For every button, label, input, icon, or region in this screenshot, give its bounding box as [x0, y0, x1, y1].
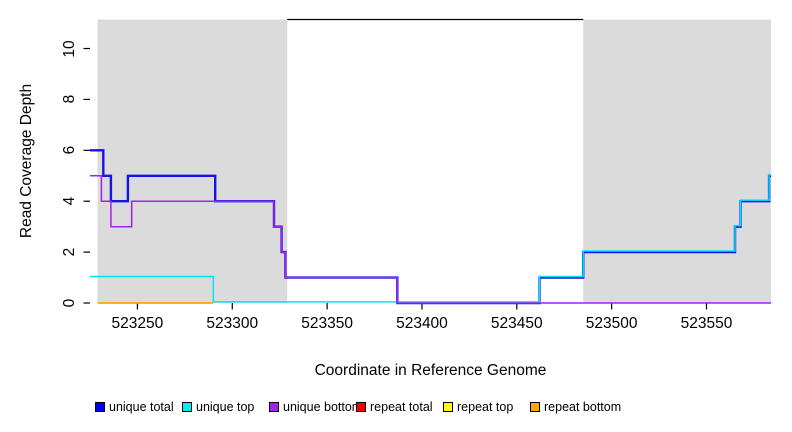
legend-label: unique top — [196, 400, 255, 414]
x-tick-label: 523550 — [680, 315, 733, 332]
legend-label: repeat bottom — [544, 400, 622, 414]
y-tick-label: 6 — [61, 145, 78, 155]
legend-swatch-icon — [356, 402, 366, 412]
legend-swatch-icon — [95, 402, 105, 412]
y-tick-label: 8 — [61, 95, 78, 104]
x-tick-label: 523500 — [585, 315, 638, 332]
y-tick-label: 2 — [61, 247, 78, 257]
y-tick-label: 10 — [61, 39, 78, 58]
x-tick-label: 523400 — [396, 315, 448, 332]
series-unique-top — [90, 173, 771, 303]
series-unique-bottom — [90, 175, 771, 304]
x-tick-label: 523350 — [301, 315, 353, 332]
legend-label: repeat total — [370, 400, 433, 414]
legend-label: unique total — [109, 400, 174, 414]
legend-label: repeat top — [457, 400, 514, 414]
y-axis-title: Read Coverage Depth — [18, 83, 35, 239]
x-tick-label: 523450 — [490, 315, 543, 332]
x-axis-title: Coordinate in Reference Genome — [314, 362, 547, 379]
left-shaded-region — [97, 19, 288, 303]
x-tick-label: 523250 — [111, 315, 164, 332]
legend-swatch-icon — [269, 402, 279, 412]
legend-label: unique bottom — [283, 400, 363, 414]
right-shaded-region — [583, 19, 771, 303]
y-tick-label: 0 — [61, 298, 78, 308]
plot-legend: unique total unique top unique bottom repea… — [0, 399, 792, 415]
y-tick-label: 4 — [61, 196, 78, 206]
legend-swatch-icon — [530, 402, 540, 412]
legend-swatch-icon — [443, 402, 453, 412]
x-tick-label: 523300 — [206, 315, 259, 332]
legend-swatch-icon — [182, 402, 192, 412]
